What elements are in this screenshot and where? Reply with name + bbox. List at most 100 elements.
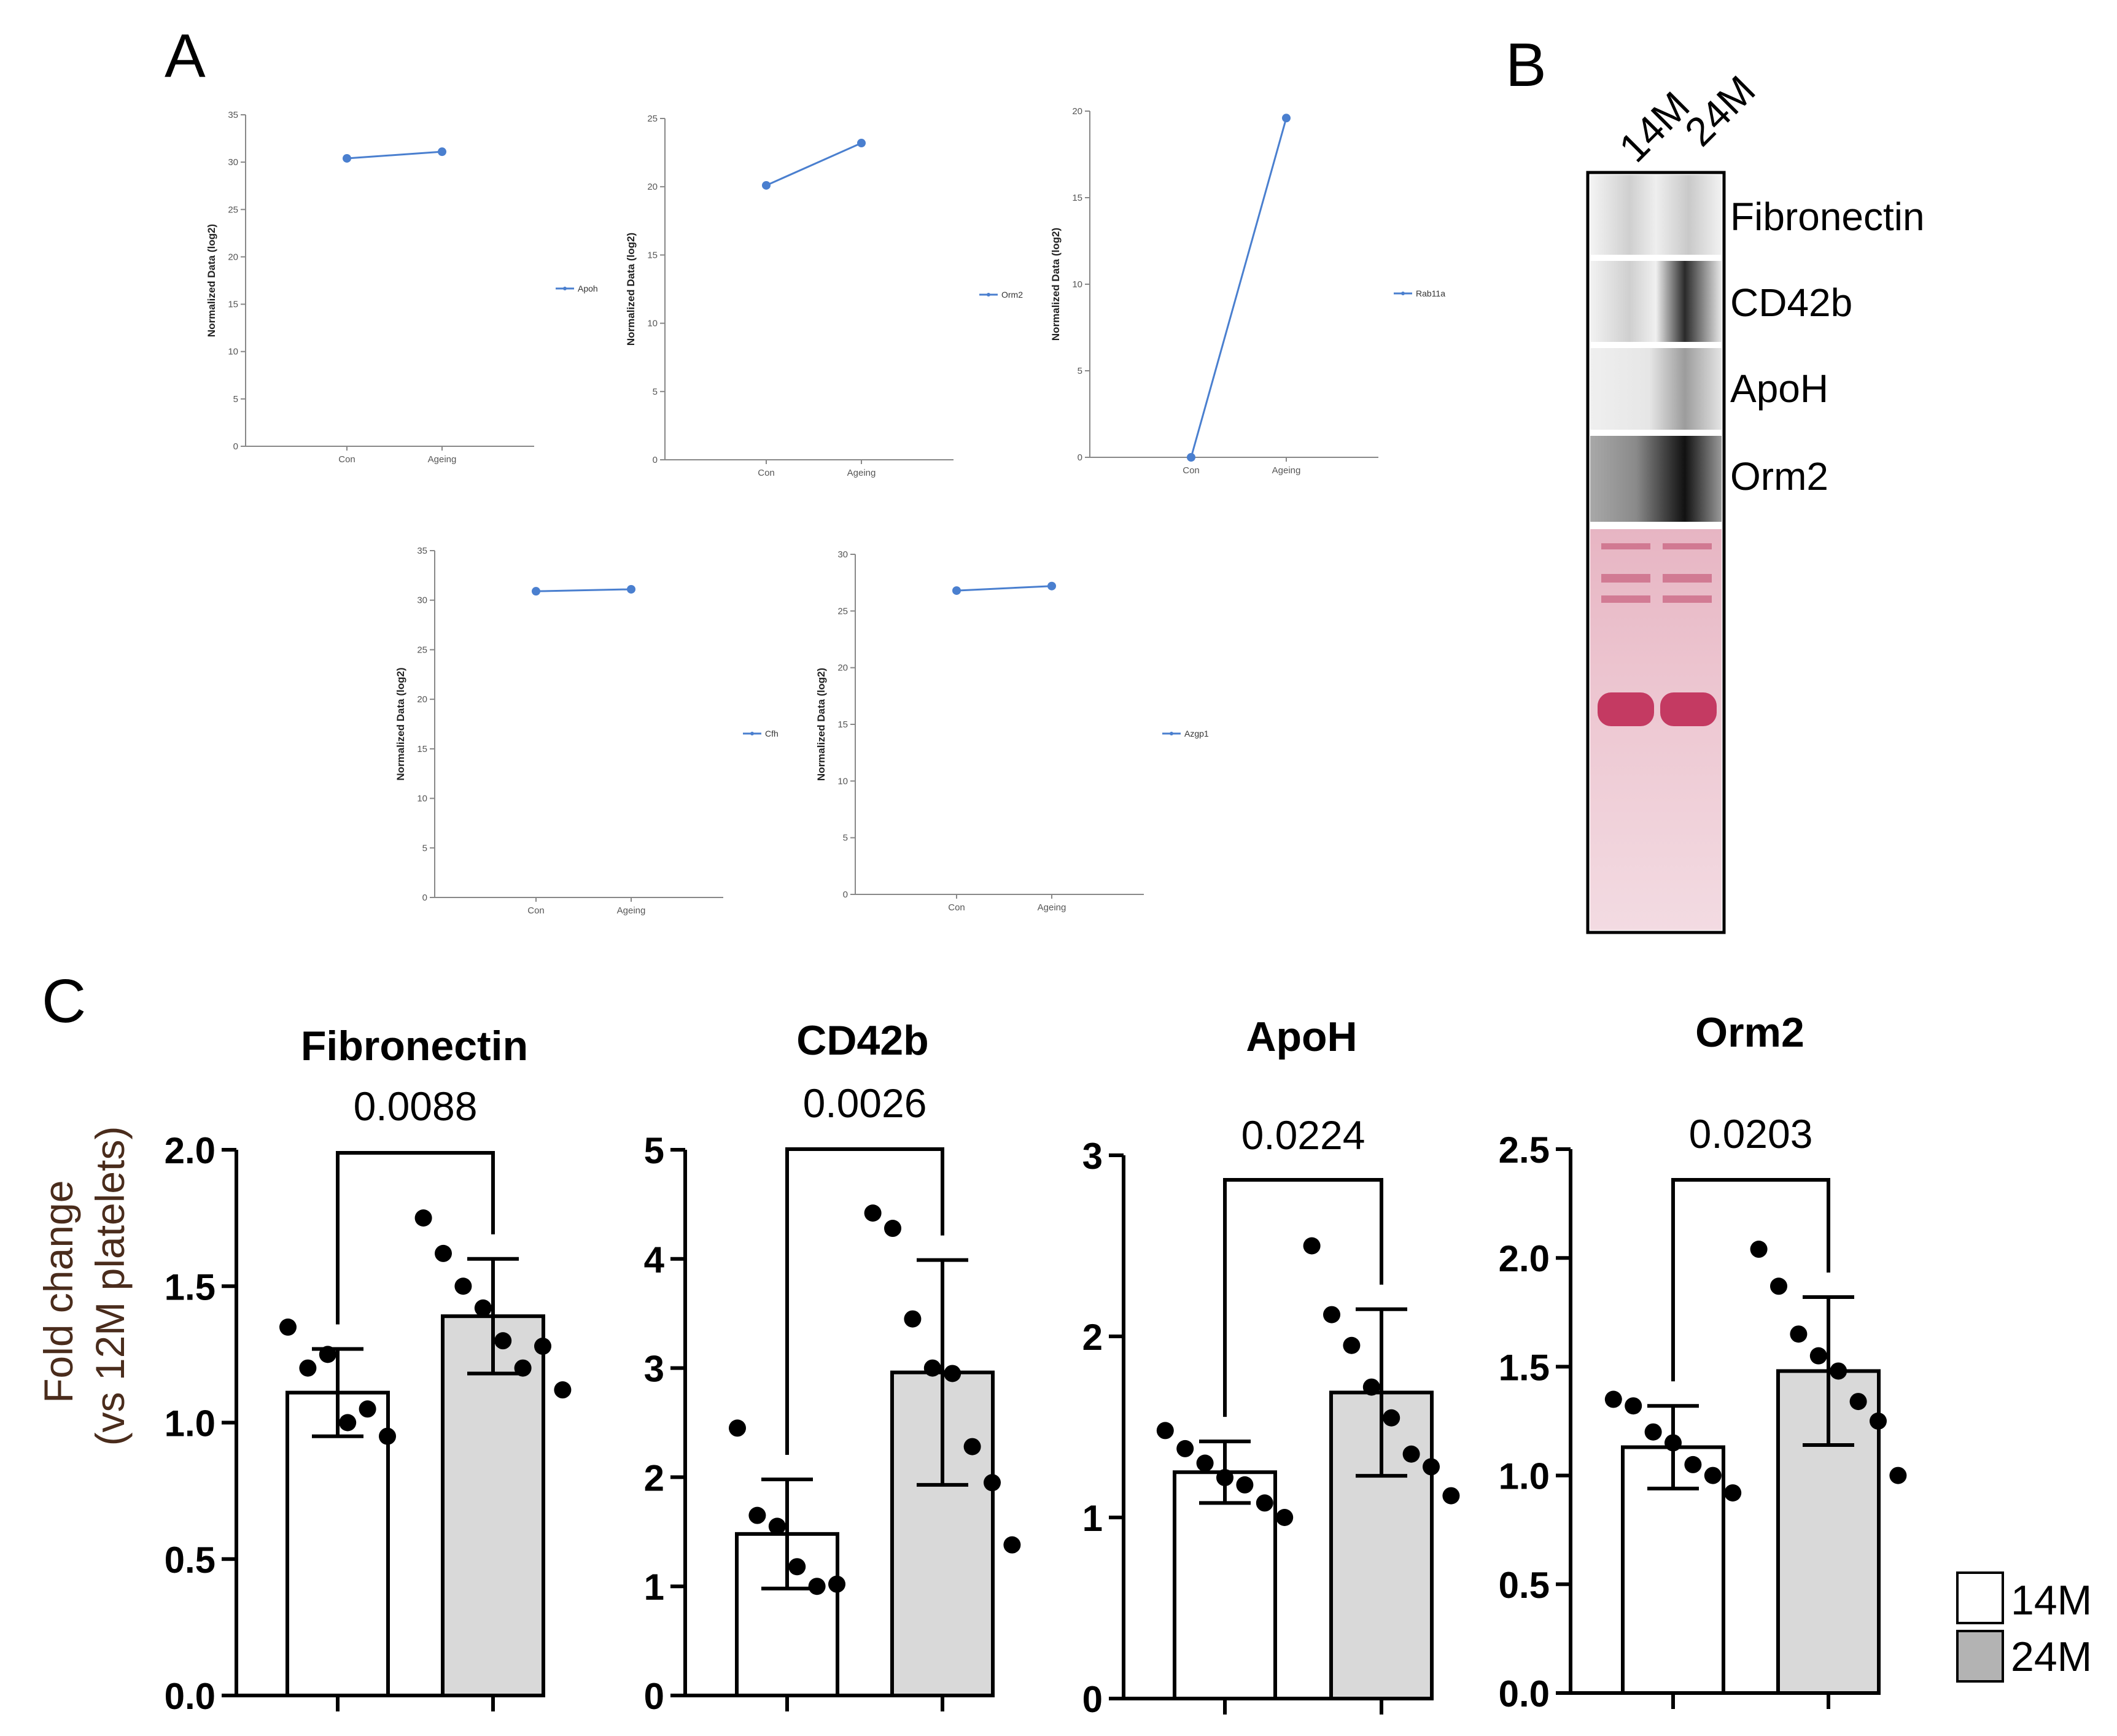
a-rab11a-ytick-label: 15 bbox=[1072, 193, 1082, 203]
a-cfh-legend-label: Cfh bbox=[765, 729, 779, 738]
c-cd42b-data-point bbox=[808, 1578, 826, 1595]
a-apoh-legend-marker bbox=[563, 287, 567, 290]
a-azgp1-data-point bbox=[952, 586, 961, 595]
a-azgp1-ytick-label: 15 bbox=[837, 719, 848, 730]
a-orm2-series-line bbox=[766, 142, 862, 187]
c-apoh-data-point bbox=[1216, 1469, 1233, 1487]
a-azgp1-chart: 0 5 10 15 20 25 30 Con Ageing Normalized Data (lo… bbox=[815, 549, 1209, 913]
c-orm2-data-point bbox=[1704, 1467, 1722, 1484]
a-orm2-ytick-label: 20 bbox=[647, 182, 658, 192]
a-apoh-data-point bbox=[438, 147, 446, 157]
c-fibronectin-data-point bbox=[454, 1277, 472, 1295]
c-fibronectin-data-point bbox=[339, 1414, 357, 1432]
c-fibronectin-significance-bracket bbox=[336, 1151, 495, 1325]
c-fibronectin-data-point bbox=[494, 1332, 512, 1350]
c-apoh-significance-bracket bbox=[1223, 1178, 1383, 1417]
c-cd42b-data-point bbox=[963, 1438, 981, 1455]
c-fibronectin-chart: Fibronectin 0.0 0.5 1.0 1.5 2.0 0.0088 bbox=[165, 1023, 572, 1717]
c-orm2-data-point bbox=[1664, 1434, 1682, 1452]
c-fibronectin-data-point bbox=[514, 1359, 532, 1377]
c-orm2-data-point bbox=[1625, 1397, 1642, 1415]
c-cd42b-significance-bracket bbox=[785, 1147, 944, 1455]
c-cd42b-data-point bbox=[923, 1359, 941, 1377]
a-orm2-data-point bbox=[857, 139, 866, 148]
c-cd42b-data-point bbox=[828, 1575, 845, 1593]
c-cd42b-data-point bbox=[788, 1558, 806, 1576]
c-apoh-data-point bbox=[1196, 1454, 1214, 1472]
a-azgp1-xtick-label: Con bbox=[948, 902, 965, 913]
a-orm2-xtick-label: Ageing bbox=[847, 468, 876, 478]
c-fibronectin-data-point bbox=[534, 1338, 551, 1355]
c-fibronectin-data-point bbox=[414, 1209, 432, 1227]
c-orm2-data-point bbox=[1684, 1455, 1702, 1473]
c-cd42b-data-point bbox=[864, 1204, 882, 1222]
c-cd42b-data-point bbox=[884, 1220, 901, 1238]
ponceau-main-band-14m bbox=[1598, 692, 1654, 726]
a-orm2-legend-marker bbox=[987, 293, 990, 296]
c-cd42b-ytick-label: 5 bbox=[644, 1130, 664, 1171]
c-ylabel-line-1: Fold change bbox=[36, 1180, 81, 1403]
c-orm2-ytick-label: 0.0 bbox=[1499, 1673, 1550, 1715]
a-azgp1-ytick-label: 5 bbox=[843, 833, 848, 843]
a-apoh-ytick-label: 15 bbox=[228, 300, 238, 310]
c-fibronectin-data-point bbox=[379, 1427, 396, 1445]
lane-label-24m: 24M bbox=[1676, 67, 1764, 155]
legend-swatch-24m bbox=[1956, 1630, 2004, 1683]
a-orm2-xtick-label: Con bbox=[758, 468, 775, 478]
a-cfh-data-point bbox=[532, 587, 540, 596]
a-orm2-ytick-label: 5 bbox=[653, 387, 658, 397]
c-apoh-data-point bbox=[1402, 1445, 1420, 1463]
panel-label-c: C bbox=[42, 967, 86, 1036]
c-cd42b-chart: CD42b 0 1 2 3 4 5 0.0026 bbox=[644, 1017, 1021, 1717]
a-apoh-ytick-label: 0 bbox=[233, 441, 238, 452]
a-cfh-series-line bbox=[535, 588, 632, 592]
c-orm2-data-point bbox=[1830, 1362, 1847, 1380]
c-cd42b-data-point bbox=[748, 1506, 766, 1524]
c-apoh-ytick-label: 1 bbox=[1082, 1498, 1103, 1539]
c-fibronectin-data-point bbox=[554, 1381, 572, 1399]
c-fibronectin-data-point bbox=[474, 1299, 492, 1317]
a-cfh-ytick-label: 25 bbox=[417, 645, 427, 655]
a-cfh-ylabel: Normalized Data (log2) bbox=[395, 667, 406, 780]
a-cfh-ytick-label: 5 bbox=[422, 843, 427, 853]
a-azgp1-xtick-label: Ageing bbox=[1038, 902, 1066, 913]
a-rab11a-legend-label: Rab11a bbox=[1416, 289, 1445, 298]
c-orm2-chart: Orm2 0.0 0.5 1.0 1.5 2.0 2.5 0.0203 bbox=[1499, 1009, 1907, 1715]
ponceau-bands bbox=[1601, 543, 1712, 603]
a-apoh-data-point bbox=[343, 153, 351, 163]
blot-label-orm2: Orm2 bbox=[1730, 454, 1828, 498]
a-apoh-xtick-label: Ageing bbox=[428, 454, 457, 465]
c-apoh-data-point bbox=[1303, 1237, 1321, 1255]
c-apoh-data-point bbox=[1156, 1422, 1174, 1440]
c-orm2-ytick-label: 2.5 bbox=[1499, 1130, 1550, 1171]
c-apoh-data-point bbox=[1236, 1476, 1254, 1494]
a-rab11a-ytick-label: 20 bbox=[1072, 106, 1082, 117]
panel-label-a: A bbox=[165, 21, 206, 90]
c-apoh-data-point bbox=[1423, 1458, 1440, 1476]
a-apoh-ytick-label: 35 bbox=[228, 110, 238, 120]
c-orm2-ytick-label: 2.0 bbox=[1499, 1238, 1550, 1279]
western-blot: 14M 24M Fibronectin CD42b ApoH Orm2 bbox=[1586, 67, 1925, 934]
panel-label-b: B bbox=[1505, 31, 1547, 99]
c-orm2-title: Orm2 bbox=[1695, 1009, 1804, 1056]
a-cfh-ytick-label: 30 bbox=[417, 595, 427, 606]
c-orm2-data-point bbox=[1809, 1347, 1827, 1365]
a-rab11a-xtick-label: Ageing bbox=[1272, 465, 1301, 476]
ponceau-stain bbox=[1590, 529, 1722, 930]
c-cd42b-title: CD42b bbox=[796, 1017, 928, 1064]
c-fibronectin-data-point bbox=[435, 1244, 452, 1262]
a-orm2-ytick-label: 15 bbox=[647, 250, 658, 260]
c-fibronectin-ytick-label: 0.5 bbox=[165, 1540, 216, 1581]
band-orm2 bbox=[1590, 436, 1722, 522]
a-apoh-ytick-label: 20 bbox=[228, 252, 238, 262]
c-apoh-title: ApoH bbox=[1246, 1013, 1357, 1060]
c-orm2-data-point bbox=[1849, 1393, 1867, 1411]
blot-label-fibronectin: Fibronectin bbox=[1730, 195, 1925, 239]
c-fibronectin-data-point bbox=[279, 1318, 297, 1336]
c-apoh-data-point bbox=[1362, 1378, 1380, 1396]
c-orm2-ytick-label: 1.5 bbox=[1499, 1347, 1550, 1388]
a-orm2-legend-label: Orm2 bbox=[1001, 290, 1023, 300]
c-fibronectin-bar-24m bbox=[441, 1314, 545, 1697]
a-apoh-chart: 0 5 10 15 20 25 30 35 Con Ageing Normalized Data (… bbox=[206, 110, 598, 465]
